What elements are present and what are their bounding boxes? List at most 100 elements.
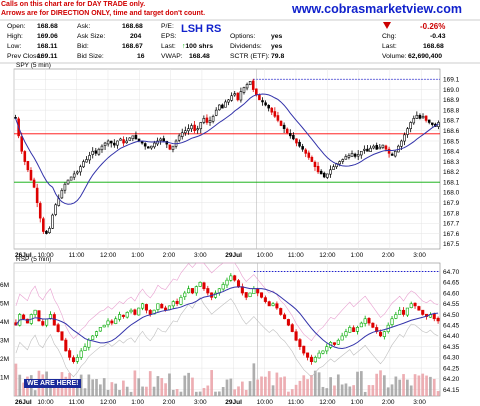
rsp-volume-bar: [125, 386, 129, 396]
spy-candle-body: [366, 148, 369, 152]
rsp-candle: [206, 285, 210, 296]
rsp-candle: [91, 335, 95, 340]
ask-size-label: Ask Size:: [77, 33, 106, 40]
spy-candle-body: [230, 95, 233, 101]
rsp-x-tick-label: 3:00: [194, 399, 207, 406]
rsp-volume-bar: [221, 387, 225, 396]
spy-candle: [409, 121, 412, 133]
rsp-candle-body: [402, 309, 406, 315]
direction-note: Arrows are for DIRECTION ONLY, time and …: [1, 10, 206, 17]
spy-candle-body: [156, 140, 159, 145]
rsp-volume-bar: [175, 389, 179, 396]
rsp-candle: [275, 301, 279, 310]
spy-x-tick-label: 10:00: [257, 252, 274, 259]
spy-candle: [239, 87, 243, 103]
last2-value: 168.68: [423, 43, 444, 50]
spy-candle: [29, 167, 33, 181]
spy-candle-body: [146, 146, 150, 149]
rsp-candle-body: [114, 318, 118, 324]
spy-candle: [233, 90, 237, 97]
rsp-volume-bar: [386, 387, 390, 396]
rsp-candle: [336, 338, 340, 345]
spy-candle-body: [412, 118, 416, 124]
rsp-candle: [363, 315, 367, 327]
spy-candle-body: [276, 115, 280, 121]
rsp-volume-bar: [114, 383, 118, 396]
rsp-candle-body: [175, 300, 179, 305]
rsp-volume-bar: [417, 375, 421, 396]
spy-candle-body: [23, 151, 27, 162]
spy-candle-body: [100, 145, 104, 151]
spy-candle-body: [424, 115, 428, 121]
spy-candle-body: [196, 128, 199, 131]
rsp-volume-tick-label: 5M: [0, 301, 9, 308]
rsp-volume-bar: [325, 388, 329, 396]
high-value: 169.06: [37, 33, 58, 40]
rsp-candle-body: [133, 309, 137, 315]
ask-value: 168.68: [122, 23, 143, 30]
rsp-volume-bar: [191, 377, 194, 396]
spy-candle: [122, 136, 125, 147]
rsp-volume-tick-label: 1M: [0, 375, 9, 382]
spy-candle-body: [38, 203, 42, 219]
rsp-candle-body: [321, 350, 325, 354]
rsp-candle: [409, 301, 413, 309]
rsp-volume-bar: [244, 389, 248, 396]
rsp-candle-body: [263, 297, 267, 302]
rsp-candle-body: [25, 318, 29, 324]
rsp-volume-bar: [118, 390, 121, 396]
spy-candle-body: [72, 173, 76, 178]
rsp-candle: [359, 321, 363, 328]
rsp-y-tick-label: 64.20: [443, 376, 460, 383]
spy-candle-body: [162, 138, 166, 142]
spy-x-tick-label: 10:00: [37, 252, 54, 259]
site-url[interactable]: www.cobrasmarketview.com: [292, 2, 462, 16]
rsp-candle: [183, 290, 187, 300]
spy-candle: [214, 107, 218, 117]
open-value: 168.68: [37, 23, 58, 30]
spy-candle: [45, 229, 48, 235]
rsp-candle: [271, 302, 275, 307]
rsp-candle-body: [167, 305, 171, 310]
spy-x-tick-label: 26Jul: [15, 252, 32, 259]
rsp-candle: [22, 313, 26, 320]
rsp-candle: [394, 311, 398, 320]
rsp-candle: [144, 303, 148, 314]
rsp-candle: [306, 352, 310, 361]
spy-candle: [106, 139, 110, 147]
rsp-volume-bar: [429, 376, 432, 396]
rsp-candle: [25, 318, 29, 324]
spy-candle-body: [393, 150, 397, 157]
spy-candle-body: [187, 128, 190, 132]
options-value: yes: [271, 33, 283, 40]
spy-candle: [307, 150, 311, 160]
bid-value: 168.67: [122, 43, 143, 50]
spy-y-tick-label: 168.6: [443, 128, 460, 135]
rsp-volume-bar: [206, 385, 210, 396]
spy-x-tick-label: 3:00: [194, 252, 207, 259]
spy-y-tick-label: 168.7: [443, 118, 460, 125]
spy-candle: [412, 115, 416, 125]
rsp-candle: [340, 332, 344, 341]
spy-candle: [288, 129, 292, 139]
spy-candle-body: [375, 145, 379, 150]
rsp-volume-bar: [99, 384, 102, 396]
rsp-candle-body: [164, 307, 168, 311]
spy-candle-body: [400, 140, 403, 147]
rsp-candle: [202, 281, 206, 291]
rsp-volume-bar: [217, 391, 221, 396]
spy-plot-area: [13, 68, 441, 250]
ask-size-value: 204: [130, 33, 142, 40]
rsp-candle-body: [48, 314, 52, 319]
rsp-volume-bar: [95, 379, 98, 396]
rsp-y-tick-label: 64.30: [443, 355, 460, 362]
spy-candle: [38, 201, 42, 223]
rsp-volume-bar: [22, 382, 25, 396]
spy-candle: [75, 170, 79, 176]
spy-candle-body: [261, 100, 264, 103]
spy-candle-body: [270, 107, 274, 113]
spy-candle-body: [199, 122, 203, 130]
spy-candle: [103, 141, 107, 151]
